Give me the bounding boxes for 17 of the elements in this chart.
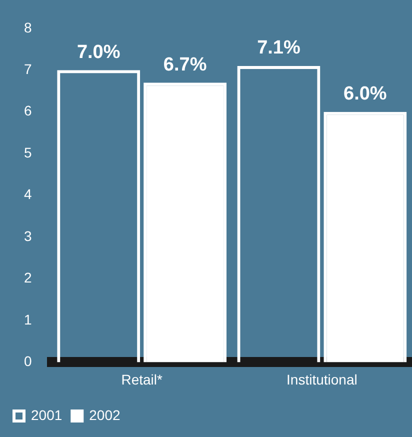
y-tick-label: 1 <box>24 311 32 328</box>
y-tick-label: 2 <box>24 270 32 286</box>
x-tick-label: Institutional <box>286 371 358 388</box>
legend-label: 2002 <box>89 406 121 423</box>
data-label: 7.0% <box>76 42 120 63</box>
x-tick-label: Retail* <box>121 371 164 388</box>
y-tick-label: 5 <box>24 144 32 160</box>
y-tick-label: 7 <box>24 60 32 77</box>
y-tick-label: 0 <box>24 353 32 370</box>
data-label: 6.0% <box>344 84 387 105</box>
y-tick-label: 6 <box>24 102 32 119</box>
y-tick-label: 4 <box>24 186 32 202</box>
data-label: 6.7% <box>163 54 207 76</box>
legend-label: 2001 <box>31 406 62 423</box>
y-tick-label: 3 <box>24 228 32 244</box>
y-tick-label: 8 <box>24 19 32 36</box>
data-label: 7.1% <box>257 38 300 59</box>
